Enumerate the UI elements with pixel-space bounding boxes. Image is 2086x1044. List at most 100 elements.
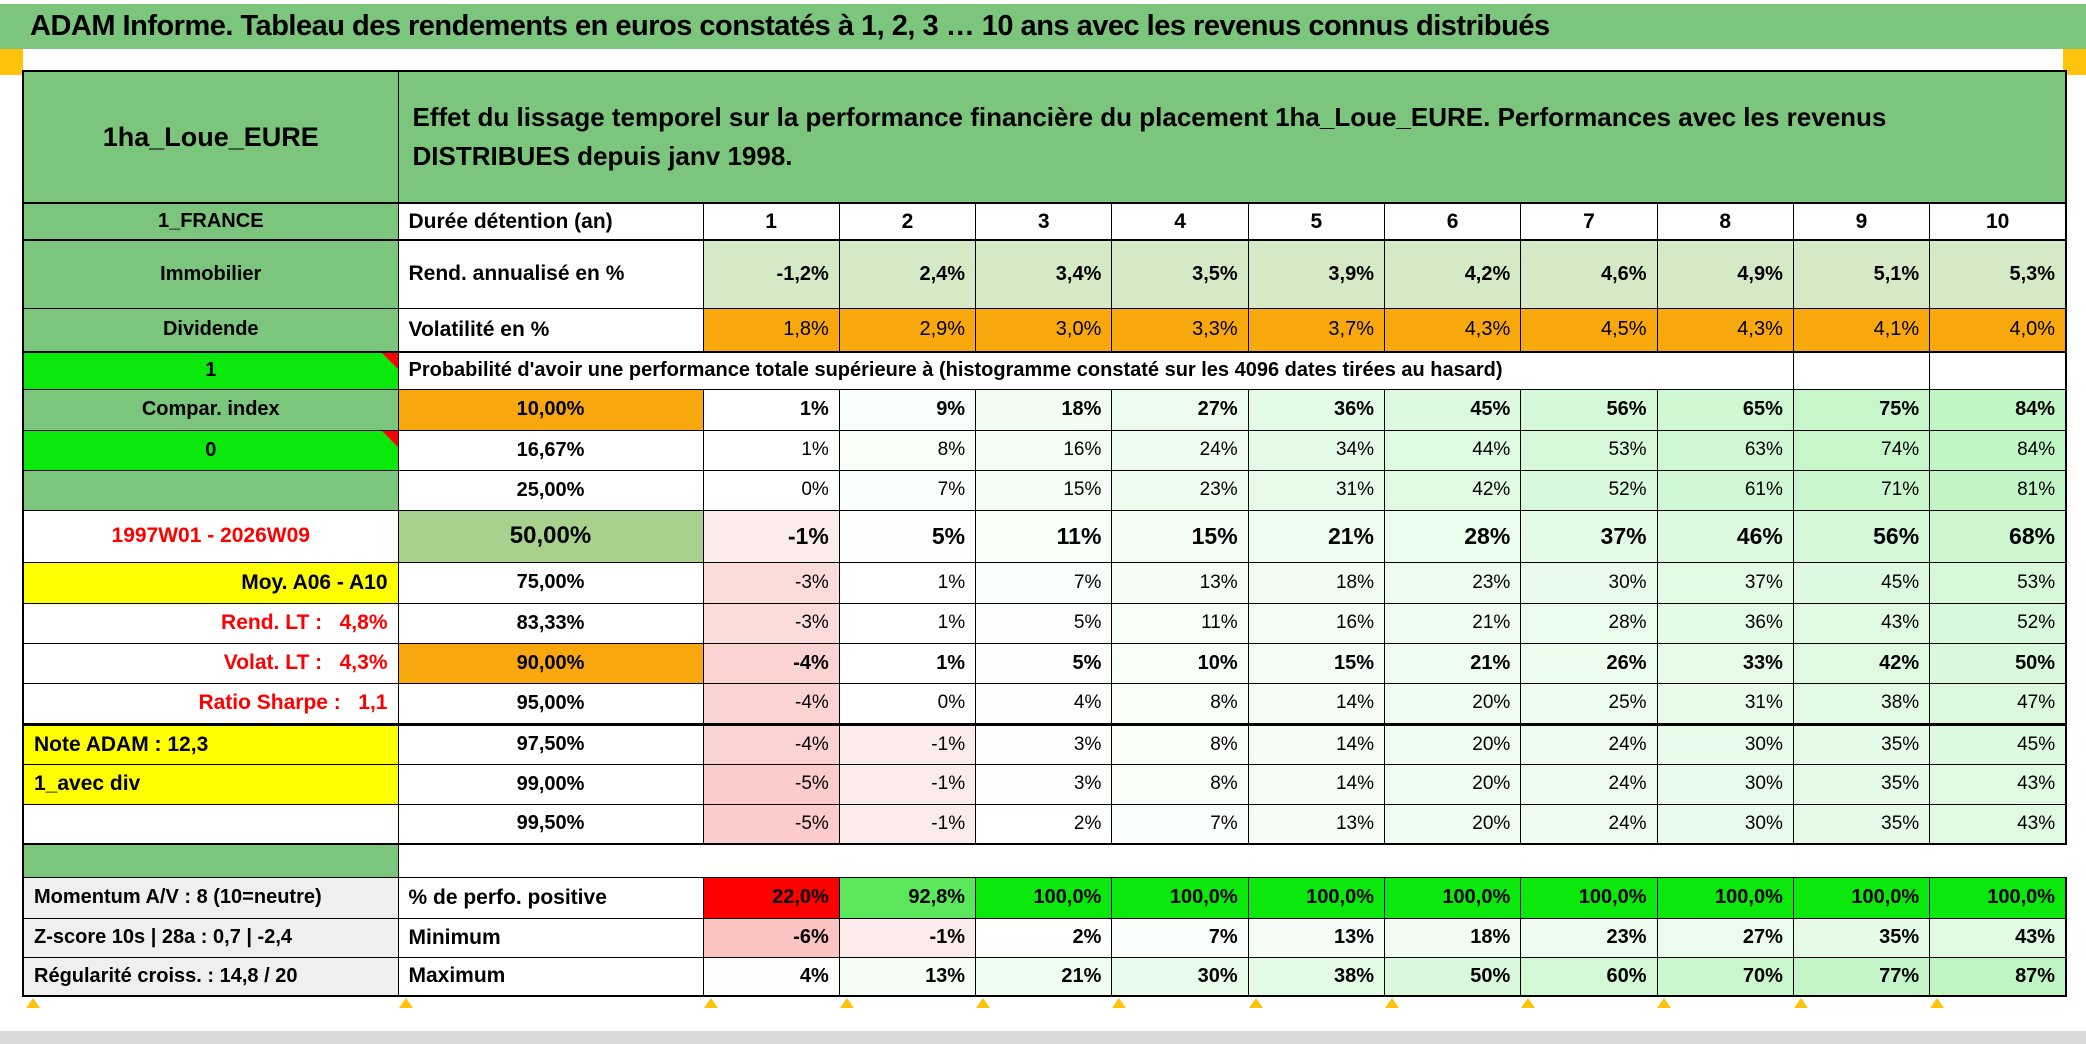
cell-p75-y9[interactable]: 45% [1792, 561, 1931, 604]
cell-vol-y7[interactable]: 4,5% [1520, 307, 1658, 353]
cell-min-mid[interactable]: Minimum [397, 917, 704, 958]
cell-vol-y9[interactable]: 4,1% [1792, 307, 1931, 353]
cell-p50-y3[interactable]: 11% [975, 509, 1113, 563]
cell-p995-y8[interactable]: 30% [1656, 803, 1794, 845]
cell-p99-mid[interactable]: 99,00% [397, 763, 704, 805]
cell-p16-y8[interactable]: 63% [1656, 429, 1794, 471]
cell-rend-y9[interactable]: 5,1% [1792, 239, 1931, 309]
cell-duree-y4[interactable]: 4 [1111, 202, 1249, 241]
cell-duree-y1[interactable]: 1 [702, 202, 840, 241]
cell-p10-y6[interactable]: 45% [1383, 388, 1522, 431]
cell-p97-label[interactable]: Note ADAM : 12,3 [22, 723, 399, 765]
cell-p25-mid[interactable]: 25,00% [397, 469, 704, 511]
cell-p75-y8[interactable]: 37% [1656, 561, 1794, 604]
cell-p83-y7[interactable]: 28% [1520, 602, 1658, 644]
cell-p95-y4[interactable]: 8% [1111, 682, 1249, 726]
cell-p10-label[interactable]: Compar. index [22, 388, 399, 431]
cell-p25-y5[interactable]: 31% [1247, 469, 1385, 511]
cell-p90-y6[interactable]: 21% [1383, 642, 1522, 684]
cell-p83-label[interactable]: Rend. LT : 4,8% [22, 602, 399, 644]
cell-p995-y2[interactable]: -1% [838, 803, 977, 845]
cell-rend-y5[interactable]: 3,9% [1247, 239, 1385, 309]
cell-p25-y6[interactable]: 42% [1383, 469, 1522, 511]
cell-p83-y1[interactable]: -3% [702, 602, 840, 644]
cell-p97-y7[interactable]: 24% [1520, 723, 1658, 765]
cell-min-y6[interactable]: 18% [1383, 917, 1522, 958]
cell-p25-y10[interactable]: 81% [1929, 469, 2068, 511]
cell-p99-y5[interactable]: 14% [1247, 763, 1385, 805]
cell-p97-y6[interactable]: 20% [1383, 723, 1522, 765]
cell-perfo-y10[interactable]: 100,0% [1929, 876, 2068, 919]
cell-vol-label[interactable]: Dividende [22, 307, 399, 353]
cell-duree-y7[interactable]: 7 [1520, 202, 1658, 241]
cell-perfo-label[interactable]: Momentum A/V : 8 (10=neutre) [22, 876, 399, 919]
cell-vol-y8[interactable]: 4,3% [1656, 307, 1794, 353]
cell-probtext-c10[interactable] [1929, 351, 2068, 390]
cell-p25-y4[interactable]: 23% [1111, 469, 1249, 511]
cell-p97-y5[interactable]: 14% [1247, 723, 1385, 765]
cell-perfo-y7[interactable]: 100,0% [1520, 876, 1658, 919]
cell-min-y9[interactable]: 35% [1792, 917, 1931, 958]
cell-p75-y6[interactable]: 23% [1383, 561, 1522, 604]
cell-p16-y2[interactable]: 8% [838, 429, 977, 471]
cell-p10-y4[interactable]: 27% [1111, 388, 1249, 431]
cell-p50-label[interactable]: 1997W01 - 2026W09 [22, 509, 399, 563]
cell-max-y5[interactable]: 38% [1247, 956, 1385, 997]
cell-p90-y8[interactable]: 33% [1656, 642, 1794, 684]
cell-probtext-c9[interactable] [1792, 351, 1931, 390]
cell-vol-y5[interactable]: 3,7% [1247, 307, 1385, 353]
cell-perfo-y4[interactable]: 100,0% [1111, 876, 1249, 919]
cell-p90-label[interactable]: Volat. LT : 4,3% [22, 642, 399, 684]
cell-p95-y7[interactable]: 25% [1520, 682, 1658, 726]
cell-min-label[interactable]: Z-score 10s | 28a : 0,7 | -2,4 [22, 917, 399, 958]
cell-p83-y4[interactable]: 11% [1111, 602, 1249, 644]
cell-p83-y2[interactable]: 1% [838, 602, 977, 644]
cell-header-description[interactable]: Effet du lissage temporel sur la perform… [397, 70, 2068, 204]
cell-p99-y9[interactable]: 35% [1792, 763, 1931, 805]
cell-p75-y10[interactable]: 53% [1929, 561, 2068, 604]
cell-p99-y7[interactable]: 24% [1520, 763, 1658, 805]
cell-p97-y3[interactable]: 3% [975, 723, 1113, 765]
cell-rend-y7[interactable]: 4,6% [1520, 239, 1658, 309]
cell-p50-y5[interactable]: 21% [1247, 509, 1385, 563]
cell-vol-y4[interactable]: 3,3% [1111, 307, 1249, 353]
cell-p50-y1[interactable]: -1% [702, 509, 840, 563]
cell-max-y10[interactable]: 87% [1929, 956, 2068, 997]
cell-rend-y4[interactable]: 3,5% [1111, 239, 1249, 309]
cell-min-y7[interactable]: 23% [1520, 917, 1658, 958]
cell-duree-mid[interactable]: Durée détention (an) [397, 202, 704, 241]
cell-p16-y5[interactable]: 34% [1247, 429, 1385, 471]
cell-vol-y10[interactable]: 4,0% [1929, 307, 2068, 353]
cell-p16-y6[interactable]: 44% [1383, 429, 1522, 471]
cell-min-y3[interactable]: 2% [975, 917, 1113, 958]
cell-p995-y4[interactable]: 7% [1111, 803, 1249, 845]
cell-p10-y3[interactable]: 18% [975, 388, 1113, 431]
cell-p75-mid[interactable]: 75,00% [397, 561, 704, 604]
cell-p99-y4[interactable]: 8% [1111, 763, 1249, 805]
cell-max-y2[interactable]: 13% [838, 956, 977, 997]
cell-p95-y8[interactable]: 31% [1656, 682, 1794, 726]
cell-duree-y10[interactable]: 10 [1929, 202, 2068, 241]
cell-max-y1[interactable]: 4% [702, 956, 840, 997]
cell-p50-y2[interactable]: 5% [838, 509, 977, 563]
cell-p16-mid[interactable]: 16,67% [397, 429, 704, 471]
cell-p50-y10[interactable]: 68% [1929, 509, 2068, 563]
cell-probtext-text[interactable]: Probabilité d'avoir une performance tota… [397, 351, 1794, 390]
cell-p25-y2[interactable]: 7% [838, 469, 977, 511]
cell-p995-y5[interactable]: 13% [1247, 803, 1385, 845]
cell-p99-y6[interactable]: 20% [1383, 763, 1522, 805]
cell-p90-y5[interactable]: 15% [1247, 642, 1385, 684]
cell-min-y8[interactable]: 27% [1656, 917, 1794, 958]
cell-rend-label[interactable]: Immobilier [22, 239, 399, 309]
cell-p95-label[interactable]: Ratio Sharpe : 1,1 [22, 682, 399, 726]
cell-perfo-y5[interactable]: 100,0% [1247, 876, 1385, 919]
cell-p99-y3[interactable]: 3% [975, 763, 1113, 805]
cell-vol-y2[interactable]: 2,9% [838, 307, 977, 353]
cell-max-y7[interactable]: 60% [1520, 956, 1658, 997]
cell-p995-y3[interactable]: 2% [975, 803, 1113, 845]
cell-p16-y7[interactable]: 53% [1520, 429, 1658, 471]
cell-p10-mid[interactable]: 10,00% [397, 388, 704, 431]
cell-vol-y6[interactable]: 4,3% [1383, 307, 1522, 353]
cell-perfo-y3[interactable]: 100,0% [975, 876, 1113, 919]
cell-p95-y3[interactable]: 4% [975, 682, 1113, 726]
